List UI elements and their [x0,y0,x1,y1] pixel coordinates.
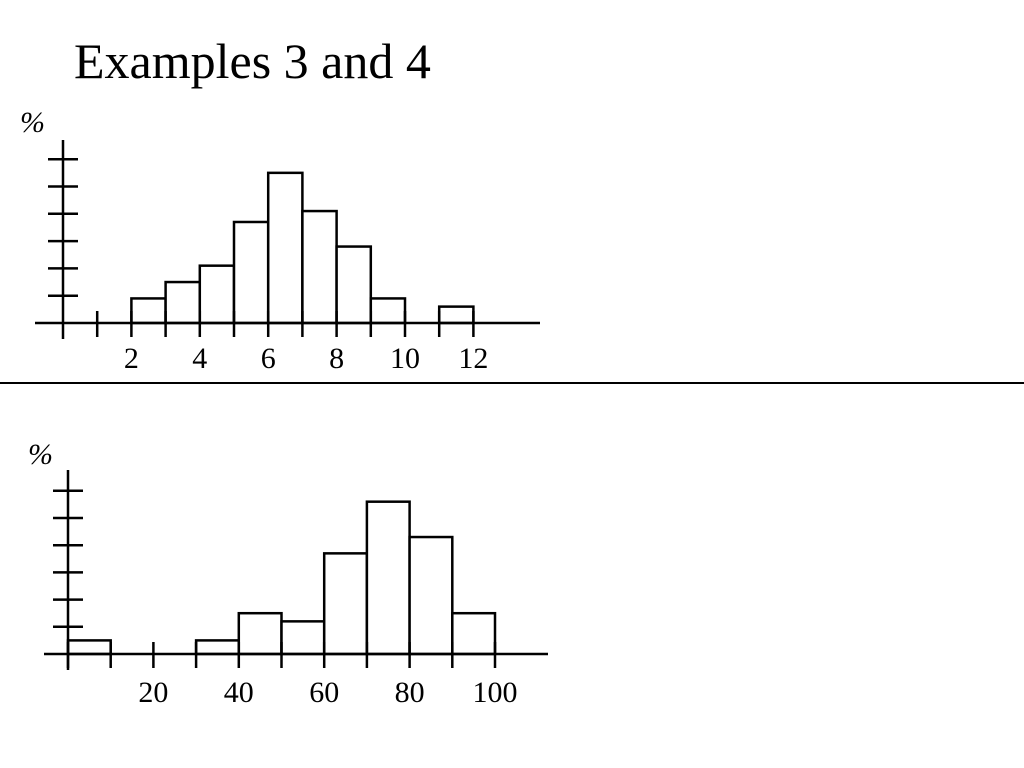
histogram-bar [130,297,167,325]
histogram-bar [237,611,283,656]
histogram-bar [280,620,326,656]
x-tick-label: 6 [261,342,276,375]
x-tick-label: 80 [395,676,425,709]
x-tick-label: 12 [458,342,488,375]
histogram-bar [194,639,241,656]
histogram-bar [66,639,112,656]
histogram-bar [408,535,454,656]
x-tick-label: 4 [192,342,207,375]
y-axis-label: % [28,438,53,471]
histogram-bar [451,611,497,656]
x-tick-label: 100 [473,676,518,709]
section-divider [0,382,1024,384]
histogram-bar [335,245,373,325]
x-tick-label: 10 [390,342,420,375]
x-tick-label: 20 [138,676,168,709]
histogram-bar [322,552,369,656]
x-tick-label: 40 [224,676,254,709]
x-tick-label: 60 [309,676,339,709]
x-tick-label: 8 [329,342,344,375]
x-tick-label: 2 [124,342,139,375]
histogram-bar [198,264,236,325]
histogram-bar [365,500,411,656]
page-title: Examples 3 and 4 [74,33,431,89]
histogram-bar [164,280,202,325]
y-axis-label: % [20,106,45,139]
